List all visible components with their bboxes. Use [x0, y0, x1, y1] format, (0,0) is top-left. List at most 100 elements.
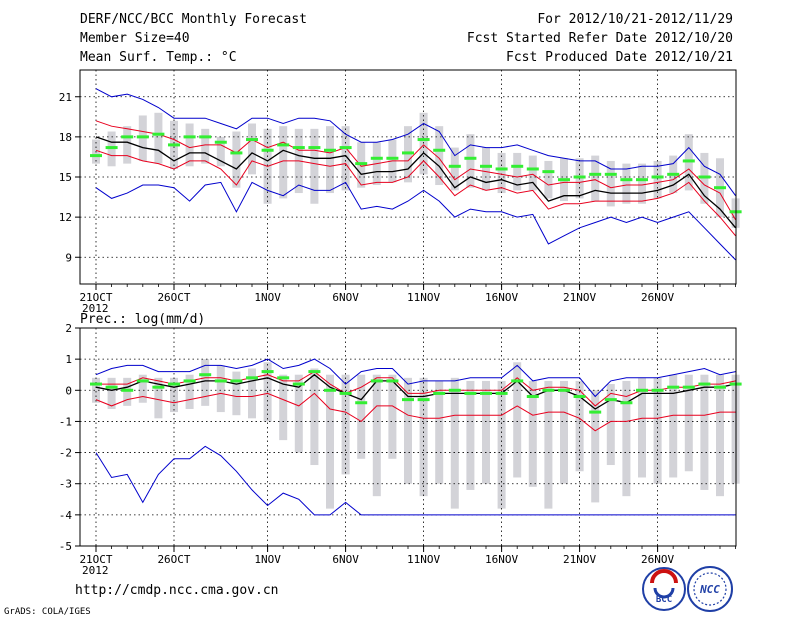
variable-label: Mean Surf. Temp.: °C: [80, 50, 237, 65]
prec-clim-mark: [386, 379, 399, 383]
prec-range-box: [216, 365, 225, 413]
prec-series-ensemble-mean: [95, 373, 736, 410]
prec-clim-mark: [121, 388, 134, 392]
prec-xtick-label: 21OCT: [79, 553, 112, 566]
temp-xtick-label: 26NOV: [641, 291, 674, 304]
member-size: Member Size=40: [80, 31, 190, 46]
temp-clim-mark: [620, 178, 633, 182]
temp-range-box: [653, 160, 662, 199]
prec-range-box: [622, 380, 631, 497]
fcst-produced-date: Fcst Produced Date 2012/10/21: [506, 50, 733, 65]
temp-clim-mark: [370, 156, 383, 160]
prec-series-ensemble-min: [95, 445, 736, 516]
prec-range-box: [310, 368, 319, 466]
prec-range-box: [294, 374, 303, 453]
prec-clim-mark: [402, 398, 414, 402]
temp-clim-mark: [121, 135, 134, 139]
prec-range-box: [123, 377, 132, 406]
prec-clim-mark: [183, 379, 196, 383]
temp-range-box: [591, 155, 600, 202]
temp-ytick-label: 21: [59, 91, 72, 104]
prec-range-box: [684, 374, 693, 472]
temp-clim-mark: [105, 146, 118, 150]
prec-range-box: [575, 380, 584, 472]
prec-range-box: [326, 374, 334, 509]
prec-clim-mark: [277, 376, 290, 380]
temp-range-box: [638, 163, 646, 204]
prec-range-box: [544, 380, 553, 509]
temp-clim-mark: [168, 143, 180, 147]
prec-clim-mark: [651, 388, 664, 392]
temp-xtick-label: 6NOV: [332, 291, 359, 304]
prec-range-box: [513, 362, 522, 478]
prec-clim-mark: [261, 370, 274, 374]
prec-xtick-label: 26NOV: [641, 553, 674, 566]
prec-ytick-label: 0: [65, 384, 72, 397]
temp-series-ensemble-mean: [95, 136, 737, 229]
temp-clim-mark: [152, 132, 165, 136]
temp-clim-mark: [199, 135, 212, 139]
prec-clim-mark: [682, 385, 695, 389]
prec-clim-mark: [339, 391, 352, 395]
fcst-started-date: Fcst Started Refer Date 2012/10/20: [467, 31, 733, 46]
prec-ytick-label: 2: [65, 322, 72, 335]
prec-range-box: [170, 377, 178, 413]
prec-clim-mark: [105, 385, 118, 389]
prec-series-lower-spread: [95, 392, 736, 432]
temp-clim-mark: [714, 186, 726, 190]
prec-ytick-label: -4: [59, 509, 73, 522]
temp-ytick-label: 18: [59, 131, 72, 144]
temp-range-box: [622, 163, 631, 204]
temp-clim-mark: [339, 146, 352, 150]
prec-clim-mark: [214, 379, 227, 383]
temp-clim-mark: [526, 167, 539, 171]
temp-range-box: [123, 126, 132, 164]
temp-ytick-label: 12: [59, 211, 72, 224]
temp-series-lower-spread: [95, 149, 736, 237]
prec-range-box: [466, 380, 475, 490]
prec-range-box: [92, 377, 100, 403]
temp-range-box: [528, 155, 537, 191]
temperature-panel: 9 12 15 18 21 21OCT 26OCT 1NOV 6NOV 11NOV 16NOV 21N…: [59, 69, 742, 315]
prec-range-box: [638, 377, 646, 478]
prec-clim-mark: [433, 391, 446, 395]
temp-ytick-label: 15: [59, 171, 72, 184]
bcc-logo-swirl-blue: [653, 587, 675, 599]
temp-range-box: [497, 152, 506, 194]
temp-clim-mark: [308, 146, 321, 150]
grads-credit: GrADS: COLA/IGES: [4, 607, 91, 617]
prec-range-box: [653, 377, 662, 484]
prec-ytick-label: 1: [65, 353, 72, 366]
temp-clim-mark: [542, 170, 555, 174]
prec-clim-mark: [636, 388, 648, 392]
temp-clim-mark: [136, 135, 149, 139]
source-url[interactable]: http://cmdp.ncc.cma.gov.cn: [75, 583, 279, 598]
prec-clim-mark: [558, 388, 570, 392]
bcc-logo-swirl-red: [650, 569, 678, 584]
temp-range-box: [154, 112, 163, 164]
temp-xtick-label: 21OCT: [79, 291, 112, 304]
temp-ytick-label: 9: [65, 251, 72, 264]
prec-clim-mark: [324, 388, 336, 392]
temp-clim-mark: [433, 148, 446, 152]
temp-clim-mark: [355, 162, 368, 166]
bcc-logo-text: BCC: [656, 595, 672, 605]
prec-clim-mark: [667, 385, 680, 389]
temp-range-box: [435, 126, 444, 186]
prec-range-box: [497, 380, 506, 509]
prec-range-box: [201, 359, 210, 406]
temp-clim-mark: [651, 175, 664, 179]
temp-range-box: [482, 147, 490, 191]
temp-xtick-label: 26OCT: [157, 291, 190, 304]
temp-clim-mark: [698, 175, 711, 179]
temp-range-box: [279, 126, 288, 199]
prec-clim-mark: [355, 401, 368, 405]
temp-range-box: [248, 123, 256, 175]
precipitation-panel: -5 -4 -3 -2 -1 0 1 2 21OCT 26OCT 1NOV 6NOV 11NOV 16NO…: [59, 322, 742, 577]
prec-clim-mark: [199, 373, 212, 377]
temp-range-box: [201, 128, 210, 164]
prec-clim-mark: [698, 382, 711, 386]
temp-range-box: [419, 112, 428, 175]
temp-clim-mark: [667, 172, 680, 176]
prec-clim-mark: [90, 382, 102, 386]
